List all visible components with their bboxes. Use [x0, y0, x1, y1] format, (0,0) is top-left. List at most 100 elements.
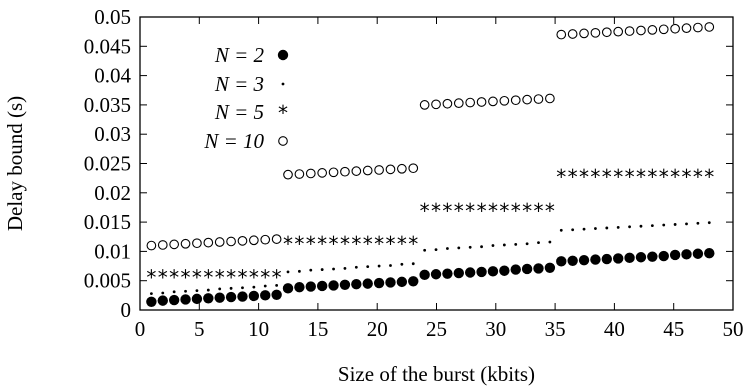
data-point: * — [260, 266, 270, 290]
legend-label: N = 2 — [214, 43, 265, 67]
series-1 — [149, 221, 711, 295]
data-point — [328, 167, 339, 178]
data-point — [499, 265, 510, 276]
data-point: * — [351, 232, 361, 256]
data-point: * — [181, 266, 191, 290]
data-point: * — [670, 165, 680, 189]
data-point — [351, 166, 362, 176]
data-point — [616, 225, 620, 229]
data-point: * — [522, 199, 532, 223]
data-point: * — [488, 199, 498, 223]
data-point — [453, 267, 464, 279]
data-point: * — [647, 165, 657, 189]
data-point — [226, 236, 236, 247]
data-point — [673, 223, 677, 226]
data-point: * — [169, 266, 179, 290]
data-point — [476, 97, 487, 107]
data-point — [389, 264, 392, 267]
data-point — [377, 264, 381, 268]
data-point: * — [272, 266, 282, 290]
data-point — [260, 234, 271, 245]
data-point — [168, 294, 180, 306]
data-point: * — [374, 232, 384, 256]
data-point — [172, 290, 176, 294]
data-point — [635, 252, 647, 263]
x-tick-label: 35 — [545, 317, 566, 341]
data-point — [685, 222, 688, 226]
data-point — [408, 276, 419, 287]
data-point — [397, 163, 407, 174]
data-point — [283, 169, 293, 180]
data-point — [157, 295, 168, 306]
data-point — [305, 281, 316, 292]
data-point — [282, 283, 294, 294]
data-point: * — [465, 199, 475, 223]
data-point — [521, 263, 533, 275]
data-point — [366, 265, 370, 269]
data-point — [161, 291, 165, 295]
data-point: * — [317, 232, 327, 256]
x-tick-label: 20 — [367, 317, 388, 341]
x-tick-label: 10 — [248, 317, 269, 341]
data-point — [328, 280, 339, 291]
data-point — [442, 268, 453, 279]
data-point — [704, 247, 715, 259]
data-point — [601, 253, 613, 265]
data-point — [525, 242, 529, 246]
x-tick-label: 30 — [485, 317, 506, 341]
y-tick-label: 0.035 — [84, 93, 131, 117]
data-point — [556, 29, 567, 40]
data-point: * — [215, 266, 225, 290]
data-point — [263, 284, 267, 288]
data-point — [681, 23, 692, 33]
data-point — [582, 227, 586, 231]
y-tick-label: 0 — [121, 298, 132, 322]
data-point — [544, 262, 556, 274]
y-axis-title: Delay bound (s) — [3, 96, 27, 231]
x-tick-label: 50 — [723, 317, 744, 341]
data-point — [203, 293, 214, 304]
data-point — [229, 286, 233, 290]
data-point: * — [682, 165, 692, 189]
data-point — [214, 292, 225, 303]
data-point — [510, 95, 521, 106]
data-point: * — [237, 266, 247, 290]
y-tick-label: 0.015 — [84, 210, 131, 234]
data-point — [169, 239, 180, 250]
data-point — [499, 95, 510, 106]
data-point — [192, 238, 202, 249]
data-point — [465, 97, 476, 108]
data-point — [624, 26, 635, 36]
data-point — [639, 224, 643, 228]
data-point — [488, 96, 498, 107]
data-point — [431, 99, 441, 110]
y-tick-label: 0.01 — [94, 239, 131, 263]
data-point — [502, 243, 506, 247]
data-point — [225, 291, 237, 303]
data-point — [286, 270, 290, 274]
data-point — [662, 223, 666, 227]
data-point — [457, 246, 461, 250]
data-point: * — [602, 165, 612, 189]
data-point — [396, 276, 408, 288]
data-point: * — [363, 232, 373, 256]
legend-marker — [277, 49, 289, 61]
x-tick-label: 15 — [307, 317, 328, 341]
data-point — [191, 293, 203, 305]
axes: 0 5 10 15 20 25 30 35 40 45 5000.0050.010.0150.020… — [84, 5, 744, 341]
data-point — [704, 22, 715, 32]
data-point: * — [568, 165, 578, 189]
data-point — [320, 268, 324, 271]
x-tick-label: 0 — [135, 317, 146, 341]
legend-marker — [278, 136, 288, 146]
data-point — [650, 224, 654, 228]
legend-marker: * — [278, 101, 288, 125]
data-point — [354, 265, 358, 269]
y-tick-label: 0.025 — [84, 152, 131, 176]
data-point: * — [408, 232, 418, 256]
data-point — [559, 228, 563, 232]
data-point — [419, 100, 430, 110]
data-point — [343, 266, 347, 270]
data-point — [373, 277, 385, 289]
data-point — [248, 290, 260, 302]
